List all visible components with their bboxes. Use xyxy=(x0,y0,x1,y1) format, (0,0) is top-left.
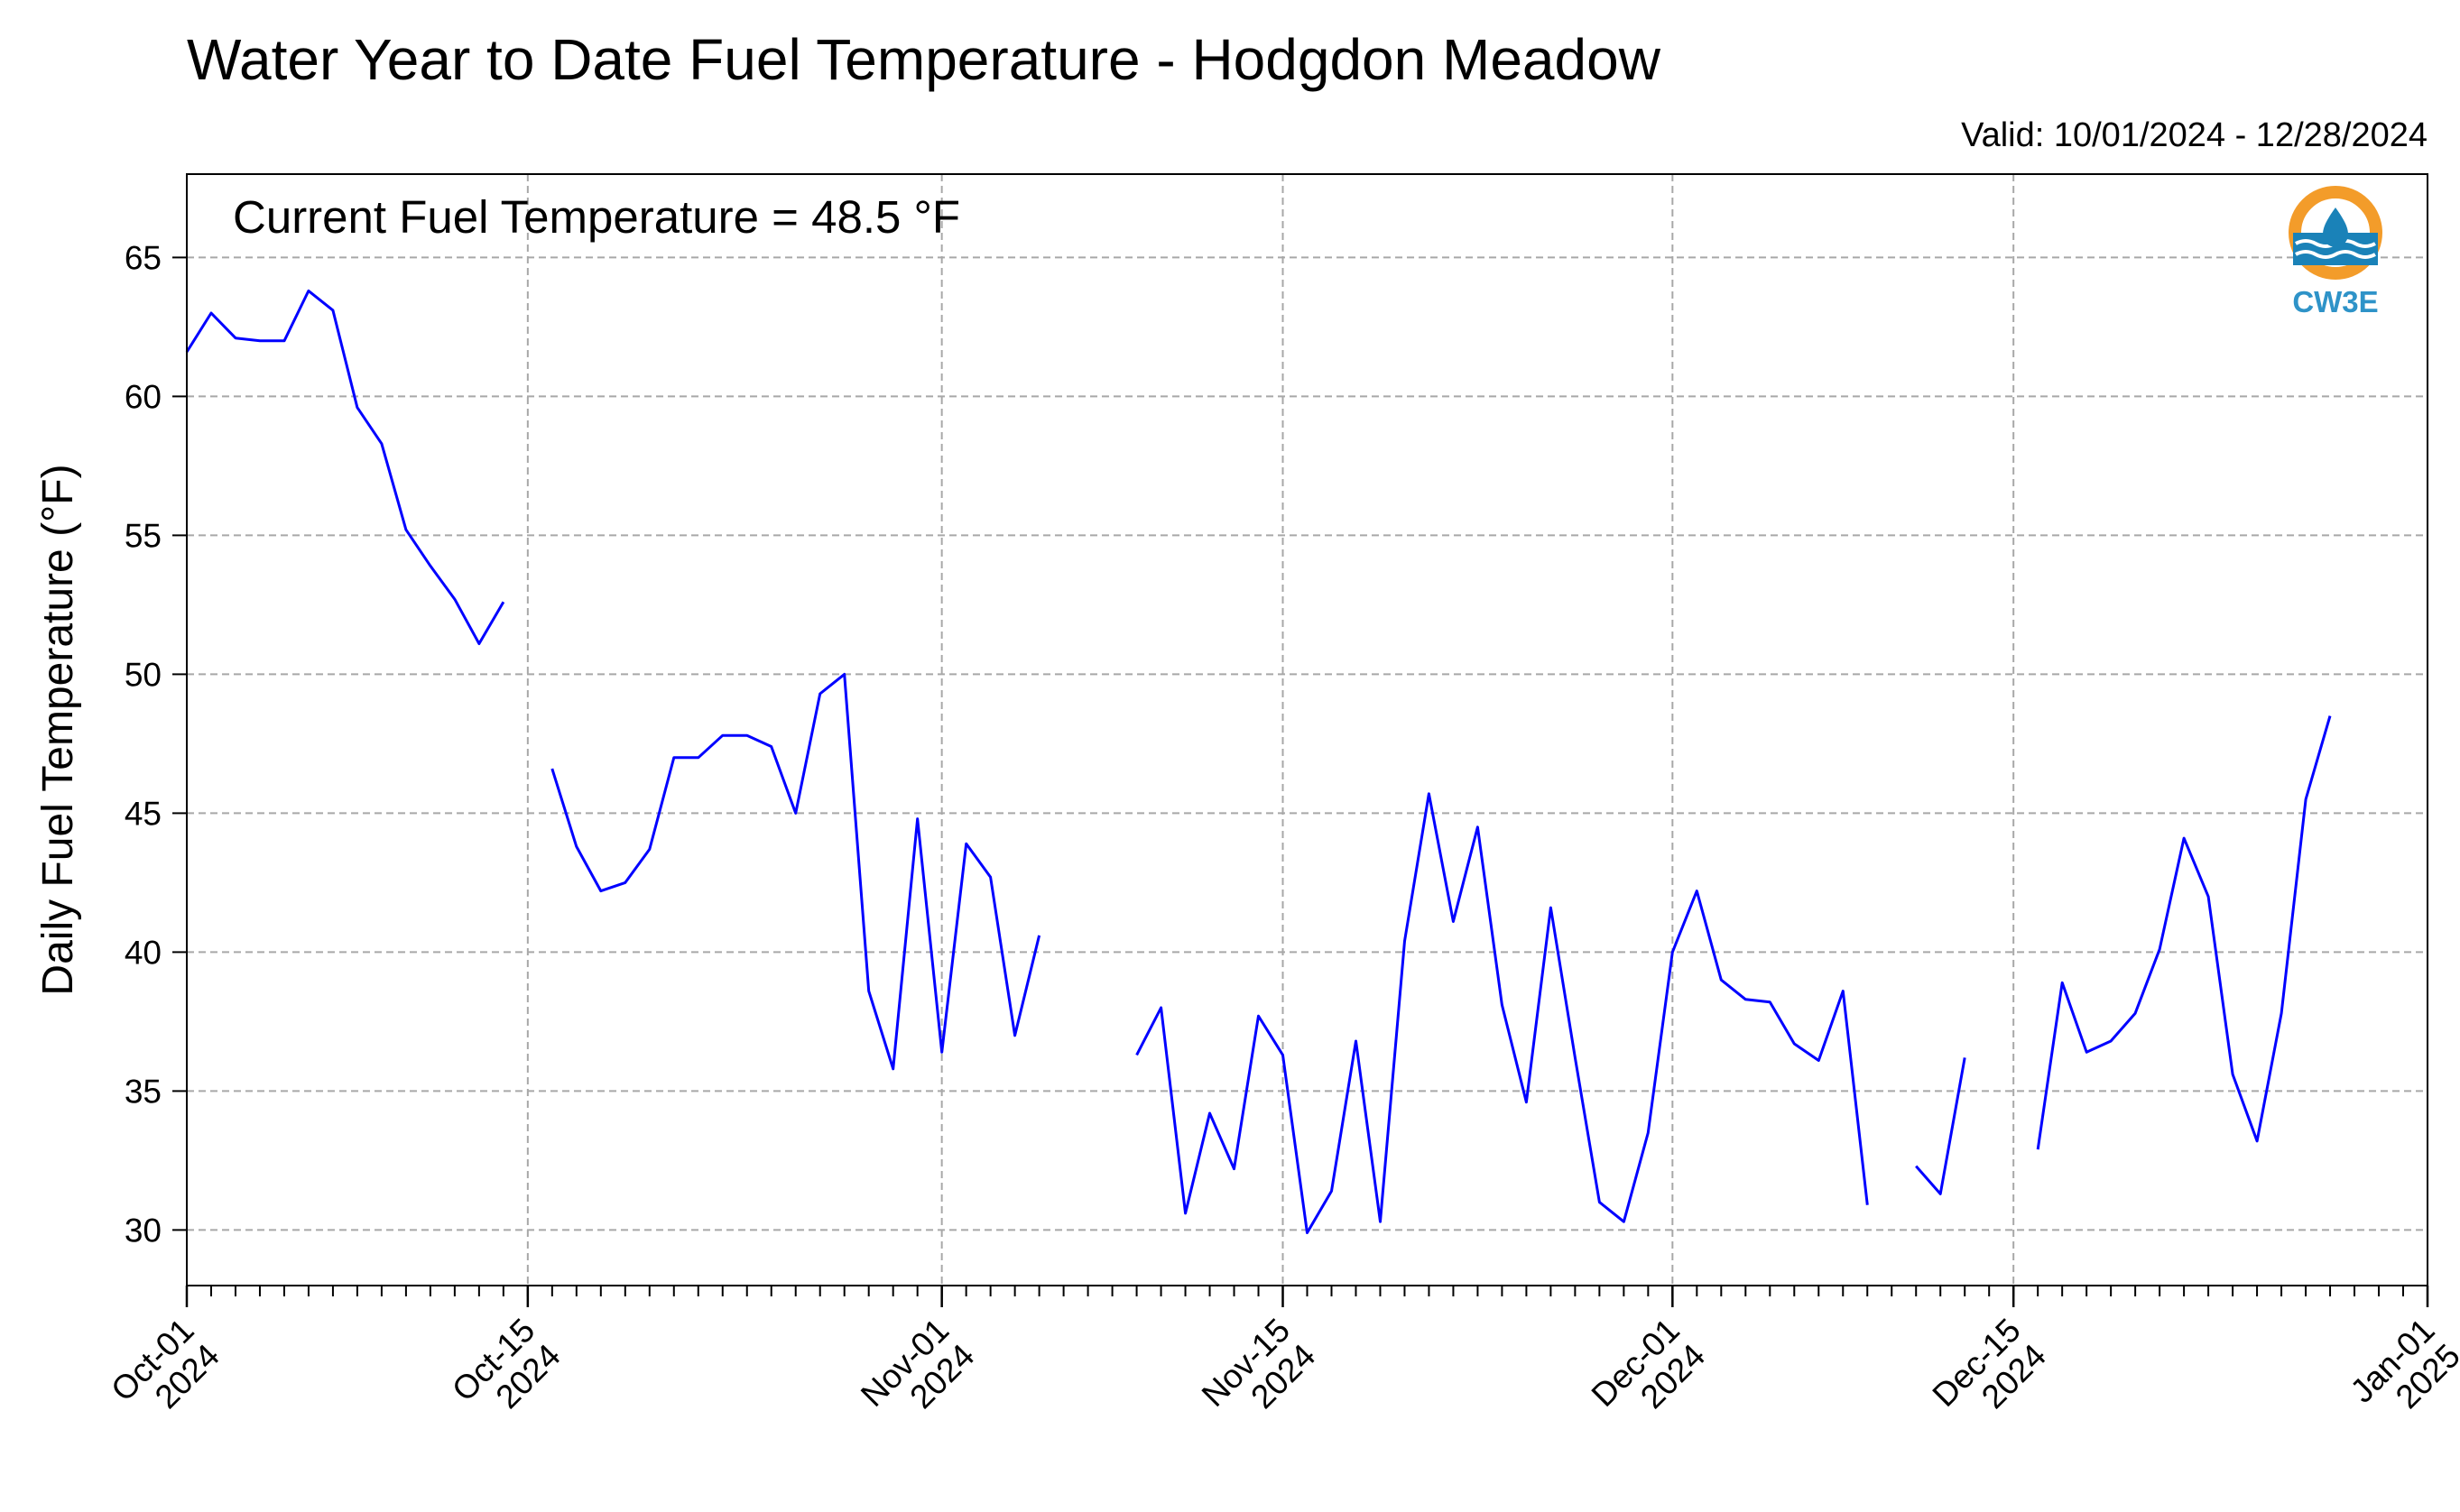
x-tick-label: Oct-012024 xyxy=(104,1312,227,1434)
y-axis: 30 35 40 45 50 55 60 65 xyxy=(125,239,187,1249)
x-axis: Oct-012024 Oct-152024 Nov-012024 Nov-152024… xyxy=(104,1286,2460,1440)
series-line-segment xyxy=(1135,792,1869,1234)
y-tick-label: 30 xyxy=(125,1212,162,1249)
y-tick-label: 55 xyxy=(125,517,162,554)
chart-subtitle: Valid: 10/01/2024 - 12/28/2024 xyxy=(1961,116,2428,154)
y-tick-label: 40 xyxy=(125,934,162,971)
water-drop-icon xyxy=(2323,207,2348,247)
chart-title: Water Year to Date Fuel Temperature - Ho… xyxy=(187,27,1661,92)
y-tick-label: 60 xyxy=(125,378,162,415)
y-tick-label: 50 xyxy=(125,656,162,693)
grid-lines xyxy=(187,174,2428,1286)
x-tick-label: Nov-012024 xyxy=(854,1312,982,1440)
x-tick-label: Nov-152024 xyxy=(1195,1312,1323,1440)
logo-text: CW3E xyxy=(2292,285,2378,318)
series-line-segment xyxy=(185,289,505,645)
series-lines xyxy=(185,289,2332,1234)
x-tick-label: Oct-152024 xyxy=(445,1312,568,1434)
series-line-segment xyxy=(2036,715,2332,1150)
x-tick-label: Jan-012025 xyxy=(2344,1312,2460,1435)
series-line-segment xyxy=(1915,1057,1966,1195)
y-tick-label: 45 xyxy=(125,795,162,832)
y-tick-label: 35 xyxy=(125,1073,162,1110)
series-line-segment xyxy=(550,672,1041,1071)
y-axis-label: Daily Fuel Temperature (°F) xyxy=(34,464,82,995)
y-tick-label: 65 xyxy=(125,239,162,276)
x-tick-label: Dec-152024 xyxy=(1926,1312,2054,1440)
cw3e-logo: CW3E xyxy=(2289,186,2382,318)
current-value-annotation: Current Fuel Temperature = 48.5 °F xyxy=(233,191,960,243)
x-tick-label: Dec-012024 xyxy=(1585,1312,1713,1440)
plot-frame xyxy=(186,173,2428,1286)
